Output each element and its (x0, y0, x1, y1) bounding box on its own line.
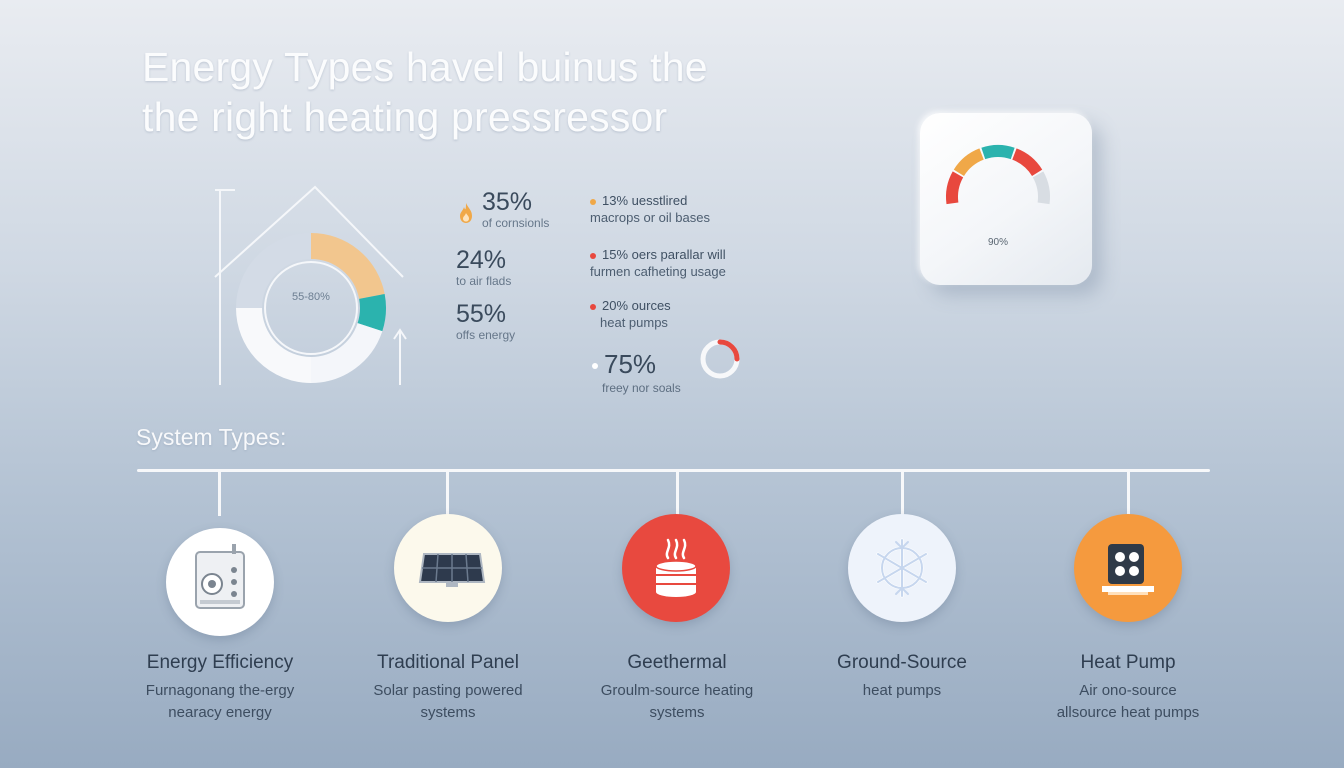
stat-caption: to air flads (456, 274, 512, 288)
page-title: Energy Types havel buinus the the right … (142, 42, 708, 142)
bullet-dot (590, 252, 596, 259)
system-item-energy-efficiency[interactable] (166, 528, 274, 636)
geothermal-icon (655, 538, 697, 597)
thermostat-reading: 90% (987, 237, 1008, 248)
desc-line-1: Furnagonang the-ergy (145, 682, 295, 699)
stat-value: 15% (602, 247, 629, 262)
stat-13: 13% uesstlired macrops or oil bases (590, 192, 710, 226)
timeline-stem (1127, 471, 1130, 516)
heat-pump-icon (1102, 544, 1154, 595)
system-item-desc: Solar pasting powered systems (328, 680, 568, 724)
stat-caption: of cornsionls (482, 216, 550, 230)
system-item-ground-source[interactable] (848, 514, 956, 622)
desc-line-1: Solar pasting powered (373, 682, 523, 699)
stat-caption: offs energy (456, 328, 516, 342)
mini-ring-chart (700, 339, 740, 379)
stat-75-caption: freey nor soals (602, 381, 681, 395)
system-item-title: Heat Pump (1080, 652, 1176, 673)
desc-line-1: heat pumps (862, 682, 942, 699)
bullet-dot (590, 303, 596, 310)
stat-value: 13% (602, 193, 629, 208)
desc-line-2: systems (649, 704, 705, 721)
house-donut-graphic (214, 185, 407, 385)
stat-value: 75% (604, 349, 657, 379)
system-item-traditional-panel[interactable] (394, 514, 502, 622)
snowflake-fan-icon (876, 538, 928, 598)
stat-75: 75% (592, 349, 656, 380)
timeline-line (137, 469, 1210, 472)
gauge-segment (1032, 171, 1050, 205)
system-item-desc: Groulm-source heating systems (557, 680, 797, 724)
stat-line-1: oers parallar will (631, 247, 726, 262)
house-outline (214, 185, 407, 385)
system-item-title: Energy Efficiency (146, 652, 294, 673)
stat-24: 24% to air flads (456, 246, 511, 288)
donut-center-label: 55-80% (292, 291, 330, 303)
system-item-title: Traditional Panel (377, 652, 519, 673)
desc-line-1: Groulm-source heating (600, 682, 754, 699)
gauge-segment (953, 148, 984, 177)
system-item-title: Geethermal (627, 652, 727, 673)
gauge-arcs (946, 145, 1050, 205)
stat-line-2: heat pumps (600, 315, 668, 330)
system-item-heat-pump[interactable] (1074, 514, 1182, 622)
desc-line-2: nearacy energy (168, 704, 272, 721)
title-line-2: the right heating pressressor (142, 94, 668, 140)
gauge-segment (1012, 148, 1043, 177)
system-item-desc: Furnagonang the-ergy nearacy energy (100, 680, 340, 724)
donut-segment (236, 233, 312, 309)
stat-55: 55% offs energy (456, 300, 515, 342)
stat-15: 15% oers parallar will furmen cafheting … (590, 246, 726, 280)
stat-20: 20% ources heat pumps (590, 297, 671, 331)
system-item-title: Ground-Source (837, 652, 967, 673)
stat-line-1: ources (631, 298, 671, 313)
timeline-stem (446, 471, 449, 516)
stat-35: 35% of cornsionls (482, 188, 549, 230)
donut-inner-ring (264, 261, 358, 355)
flame-icon (460, 203, 472, 223)
thermostat-gauge (946, 145, 1050, 205)
bullet-dot (590, 198, 596, 205)
system-item-geothermal[interactable] (622, 514, 730, 622)
stat-value: 20% (602, 298, 629, 313)
stat-value: 55% (456, 300, 507, 328)
donut-segment (357, 293, 386, 332)
boiler-icon (195, 544, 245, 609)
desc-line-1: Air ono-source (1079, 682, 1177, 699)
donut-segment (310, 233, 385, 300)
stat-line-2: furmen cafheting usage (590, 264, 726, 279)
stat-value: 24% (456, 246, 507, 274)
solar-panel-icon (418, 553, 486, 587)
gauge-segment (981, 145, 1015, 160)
system-types-heading: System Types: (136, 424, 287, 450)
donut-segment (236, 307, 312, 383)
system-item-desc: heat pumps (782, 680, 1022, 702)
title-line-1: Energy Types havel buinus the (142, 44, 708, 90)
stat-line-2: macrops or oil bases (590, 210, 710, 225)
timeline-stem (676, 471, 679, 516)
donut-segment (310, 322, 383, 383)
thermostat-device: 90% (920, 113, 1092, 285)
mini-ring-arc (717, 339, 740, 362)
timeline-stem (218, 471, 221, 516)
gauge-segment (946, 171, 964, 205)
system-item-desc: Air ono-source allsource heat pumps (1008, 680, 1248, 724)
bullet-dot (592, 363, 598, 370)
timeline-stem (901, 471, 904, 516)
stat-value: 35% (482, 188, 533, 216)
desc-line-2: allsource heat pumps (1056, 704, 1200, 721)
donut-chart (236, 233, 386, 383)
desc-line-2: systems (420, 704, 476, 721)
stat-line-1: uesstlired (631, 193, 688, 208)
